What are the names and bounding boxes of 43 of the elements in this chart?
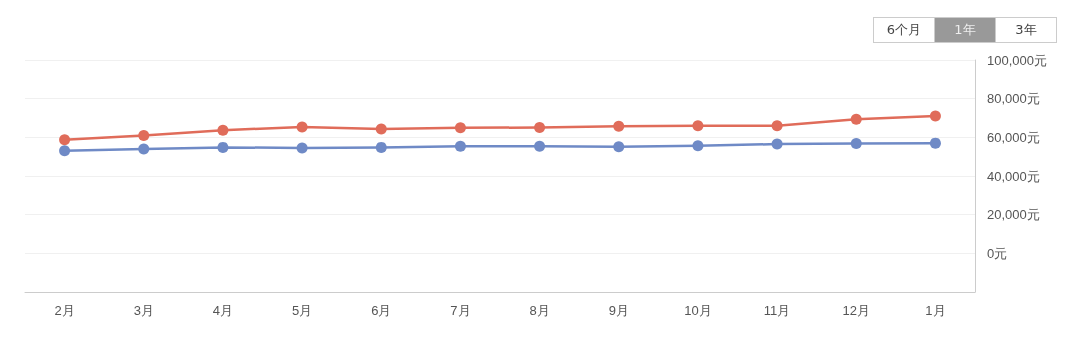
x-tick-label: 6月	[371, 303, 392, 318]
point	[929, 110, 941, 122]
y-tick-label: 40,000元	[987, 168, 1040, 184]
point	[692, 120, 704, 132]
point	[534, 121, 546, 133]
point	[138, 129, 150, 141]
point	[454, 140, 466, 152]
x-tick-label: 12月	[842, 303, 870, 318]
x-tick-label: 5月	[291, 303, 313, 318]
y-tick-label: 20,000元	[987, 207, 1040, 223]
x-tick-label: 8月	[529, 303, 550, 318]
x-tick-label: 3月	[133, 303, 154, 318]
point	[613, 120, 625, 132]
point	[296, 142, 308, 154]
x-tick-label: 7月	[450, 303, 471, 318]
point	[138, 143, 150, 155]
point	[217, 124, 229, 136]
point	[59, 134, 71, 146]
point	[375, 123, 387, 135]
point	[375, 141, 387, 153]
point	[692, 140, 704, 152]
y-tick-label: 80,000元	[987, 91, 1040, 107]
point	[534, 140, 546, 152]
point	[929, 137, 941, 149]
point	[296, 121, 308, 133]
point	[454, 122, 466, 134]
x-tick-label: 10月	[684, 303, 712, 318]
y-tick-label: 60,000元	[987, 129, 1040, 145]
x-tick-label: 1月	[925, 303, 946, 318]
point	[850, 138, 862, 150]
y-tick-label: 0元	[987, 245, 1008, 261]
point	[771, 138, 783, 150]
x-tick-label: 11月	[763, 303, 791, 318]
point	[771, 120, 783, 132]
x-tick-label: 9月	[608, 303, 629, 318]
point	[59, 145, 71, 157]
point	[850, 113, 862, 125]
y-tick-label: 100,000元	[987, 52, 1047, 68]
period-toggle[interactable]: 6个月 1年 3年	[873, 17, 1057, 43]
x-tick-label: 2月	[54, 303, 75, 318]
point	[613, 141, 625, 153]
point	[217, 141, 229, 153]
x-tick-label: 4月	[212, 303, 234, 318]
